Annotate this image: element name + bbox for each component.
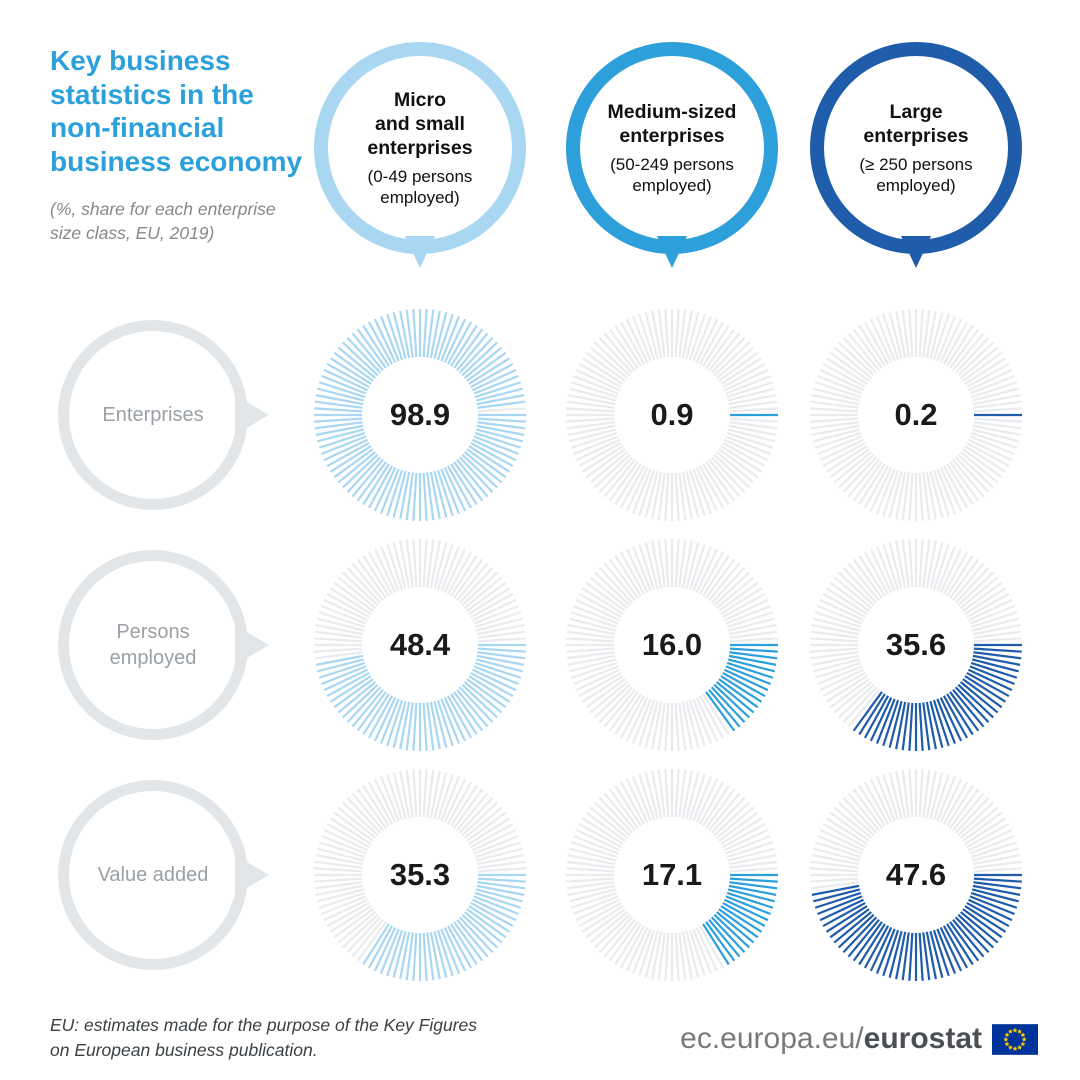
page-subtitle: (%, share for each enterprise size class… (50, 199, 276, 243)
footer-note: EU: estimates made for the purpose of th… (50, 1015, 478, 1060)
chart-value-added-micro-small: 35.3 (310, 765, 530, 985)
brand-eurostat: eurostat (863, 1022, 982, 1055)
radial-tick-chart (810, 539, 1022, 751)
chart-enterprises-large: 0.2 (806, 305, 1026, 525)
column-header-micro-small: Micro and small enterprises (0-49 person… (314, 42, 526, 268)
page-title: Key business statistics in the non-finan… (50, 45, 303, 177)
chart-value: 48.4 (389, 627, 451, 662)
row-label-persons-employed: Persons employed (58, 550, 269, 740)
pointer-down-icon (901, 236, 931, 268)
pointer-right-icon (235, 395, 269, 435)
radial-tick-chart (314, 769, 526, 981)
chart-enterprises-medium: 0.9 (562, 305, 782, 525)
pointer-right-icon (235, 625, 269, 665)
row-label-enterprises: Enterprises (58, 320, 269, 510)
radial-tick-chart (314, 539, 526, 751)
radial-tick-chart (566, 539, 778, 751)
chart-persons-employed-large: 35.6 (806, 535, 1026, 755)
pointer-down-icon (405, 236, 435, 268)
row-label-text: Enterprises (102, 404, 204, 426)
chart-persons-employed-micro-small: 48.4 (310, 535, 530, 755)
column-title-medium: Medium-sized enterprises (607, 100, 737, 148)
pointer-right-icon (235, 855, 269, 895)
radial-tick-chart (566, 769, 778, 981)
chart-value: 0.2 (894, 397, 938, 432)
pointer-down-icon (657, 236, 687, 268)
radial-tick-chart (810, 769, 1022, 981)
row-label-text: Persons employed (109, 621, 197, 669)
chart-value: 0.9 (650, 397, 694, 432)
radial-tick-chart (314, 309, 526, 521)
eu-flag-icon (992, 1023, 1038, 1055)
chart-value: 47.6 (885, 857, 947, 892)
row-label-value-added: Value added (58, 780, 269, 970)
chart-value: 16.0 (641, 627, 703, 662)
column-title-large: Large enterprises (863, 100, 969, 148)
chart-value-added-medium: 17.1 (562, 765, 782, 985)
chart-value-added-large: 47.6 (806, 765, 1026, 985)
column-subtitle-large: (≥ 250 persons employed) (859, 154, 973, 195)
chart-persons-employed-medium: 16.0 (562, 535, 782, 755)
radial-tick-chart (810, 309, 1022, 521)
column-subtitle-medium: (50-249 persons employed) (610, 154, 734, 195)
chart-enterprises-micro-small: 98.9 (310, 305, 530, 525)
chart-value: 35.6 (885, 627, 947, 662)
column-header-medium: Medium-sized enterprises (50-249 persons… (566, 42, 778, 268)
title-block: Key business statistics in the non-finan… (50, 44, 330, 246)
radial-tick-chart (566, 309, 778, 521)
brand-url-prefix: ec.europa.eu/ (680, 1022, 864, 1055)
column-title-micro-small: Micro and small enterprises (367, 88, 473, 160)
row-label-text: Value added (97, 864, 209, 886)
chart-value: 17.1 (641, 857, 703, 892)
column-header-large: Large enterprises (≥ 250 persons employe… (810, 42, 1022, 268)
chart-value: 35.3 (389, 857, 451, 892)
footer-brand: ec.europa.eu/eurostat (680, 1022, 1038, 1056)
chart-value: 98.9 (389, 397, 451, 432)
column-subtitle-micro-small: (0-49 persons employed) (367, 166, 473, 208)
